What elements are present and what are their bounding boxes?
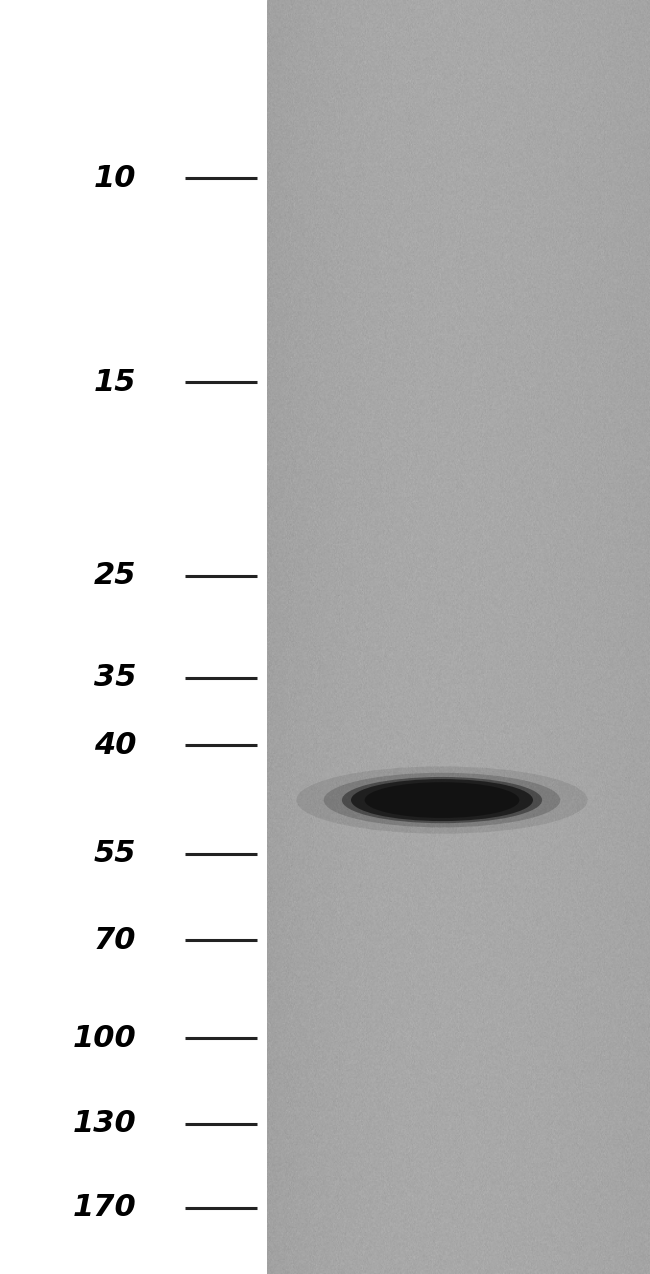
Text: 10: 10	[94, 164, 136, 192]
Ellipse shape	[342, 777, 542, 823]
Text: 100: 100	[73, 1024, 136, 1052]
Text: 70: 70	[94, 926, 136, 954]
Text: 55: 55	[94, 840, 136, 868]
Ellipse shape	[365, 782, 519, 818]
Text: 130: 130	[73, 1110, 136, 1138]
Text: 170: 170	[73, 1194, 136, 1222]
Text: 15: 15	[94, 368, 136, 396]
Text: 40: 40	[94, 731, 136, 759]
Text: 25: 25	[94, 562, 136, 590]
Ellipse shape	[296, 767, 588, 833]
Ellipse shape	[351, 778, 533, 822]
Text: 35: 35	[94, 664, 136, 692]
Ellipse shape	[324, 773, 560, 827]
